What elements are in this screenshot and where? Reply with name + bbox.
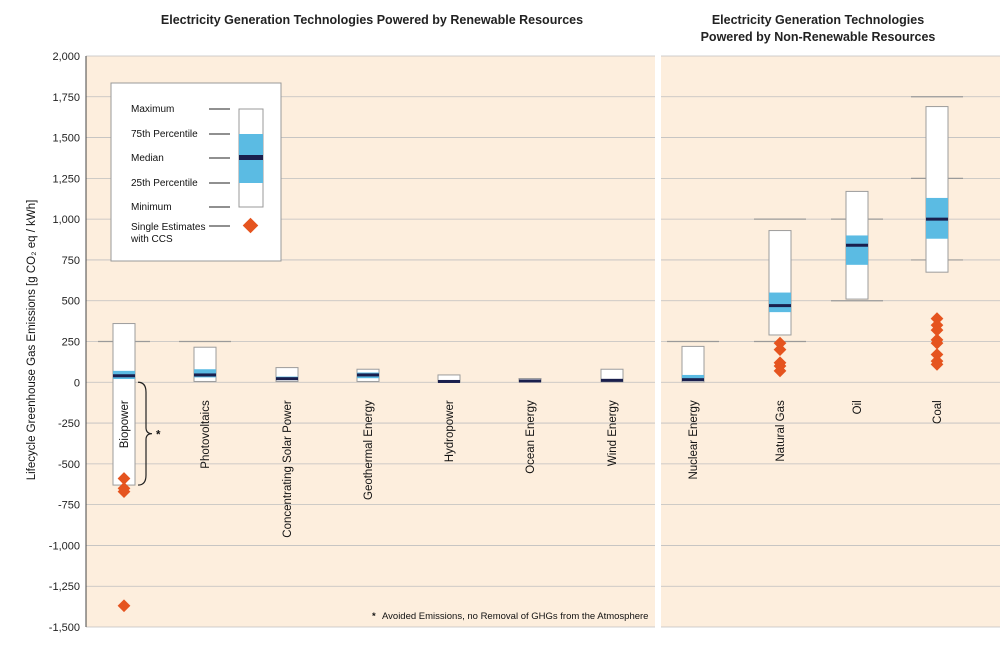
legend-sample-lines [209,108,230,227]
box-range-natural-gas [768,230,792,336]
legend-sample-ccs-marker [242,217,259,234]
box-median-photovoltaics [194,373,216,377]
legend-with-ccs: with CCS [130,234,173,245]
box-median-geothermal-energy [357,373,379,377]
y-tick-label: -1,500 [49,622,80,634]
footnote: * Avoided Emissions, no Removal of GHGs … [372,611,648,622]
category-label-geothermal-energy: Geothermal Energy [363,400,375,500]
box-iqr-photovoltaics [194,369,216,378]
box-median-ocean-energy [519,379,541,383]
y-tick-label: 1,250 [52,173,80,185]
box-range-nuclear-energy [681,345,705,383]
y-tick-label: 1,500 [52,133,80,145]
box-median-coal [926,217,948,221]
y-tick-label: -1,250 [49,581,80,593]
bracket-label: * [156,430,161,442]
box-plots [112,106,949,486]
legend-25th-percentile: 25th Percentile [131,178,198,189]
box-iqr-oil [846,235,868,265]
footnote-text: Avoided Emissions, no Removal of GHGs fr… [382,611,648,622]
y-tick-label: 250 [62,337,80,349]
y-axis-label: Lifecycle Greenhouse Gas Emissions [g CO… [26,200,38,481]
footnote-marker: * [372,611,376,622]
y-tick-label: 500 [62,296,80,308]
category-label-coal: Coal [932,400,944,424]
box-median-oil [846,243,868,247]
legend-sample-median [239,155,263,160]
ccs-marker-biopower [117,472,131,485]
category-label-nuclear-energy: Nuclear Energy [688,400,700,480]
y-tick-label: -1,000 [49,540,80,552]
category-label-hydropower: Hydropower [444,400,456,462]
y-tick-label: -250 [58,418,80,430]
box-median-biopower [113,374,135,378]
y-tick-label: 1,750 [52,92,80,104]
y-axis-ticks: 2,000 1,750 1,500 1,250 1,000 750 500 250 0 -250 -… [49,51,80,634]
category-label-concentrating-solar-power: Concentrating Solar Power [282,400,294,538]
panel-title-nonrenewable-line2: Powered by Non-Renewable Resources [701,30,936,44]
category-label-oil: Oil [852,400,864,414]
legend-maximum: Maximum [131,104,174,115]
category-labels: Biopower Photovoltaics Concentrating Solar… [119,400,944,538]
panel-title-nonrenewable-line1: Electricity Generation Technologies [712,13,924,27]
legend-median: Median [131,153,164,164]
legend-75th-percentile: 75th Percentile [131,129,198,140]
legend-single-estimates: Single Estimates [131,222,205,233]
legend: Maximum 75th Percentile Median 25th Perc… [110,82,282,262]
bracket-shape [137,381,153,486]
category-label-ocean-energy: Ocean Energy [525,400,537,474]
ccs-marker-biopower [117,481,131,495]
box-range-coal [925,106,949,273]
box-median-nuclear-energy [682,378,704,382]
y-tick-label: 0 [74,377,80,389]
box-median-natural-gas [769,304,791,308]
y-tick-label: 1,000 [52,214,80,226]
category-label-wind-energy: Wind Energy [607,400,619,466]
box-median-wind-energy [601,378,623,382]
y-tick-label: 750 [62,255,80,267]
reference-ticks [98,96,963,343]
category-label-natural-gas: Natural Gas [775,400,787,462]
category-label-photovoltaics: Photovoltaics [200,400,212,469]
box-iqr-nuclear-energy [682,374,704,381]
panel-title-renewable: Electricity Generation Technologies Powe… [161,13,583,27]
y-tick-label: -500 [58,459,80,471]
box-iqr-natural-gas [769,292,791,313]
y-tick-label: -750 [58,500,80,512]
box-median-hydropower [438,379,460,383]
category-label-biopower: Biopower [119,400,131,448]
legend-minimum: Minimum [131,202,172,213]
biopower-bracket: * [137,381,161,486]
y-tick-label: 2,000 [52,51,80,63]
box-range-wind-energy [600,368,624,383]
box-median-concentrating-solar-power [276,377,298,381]
